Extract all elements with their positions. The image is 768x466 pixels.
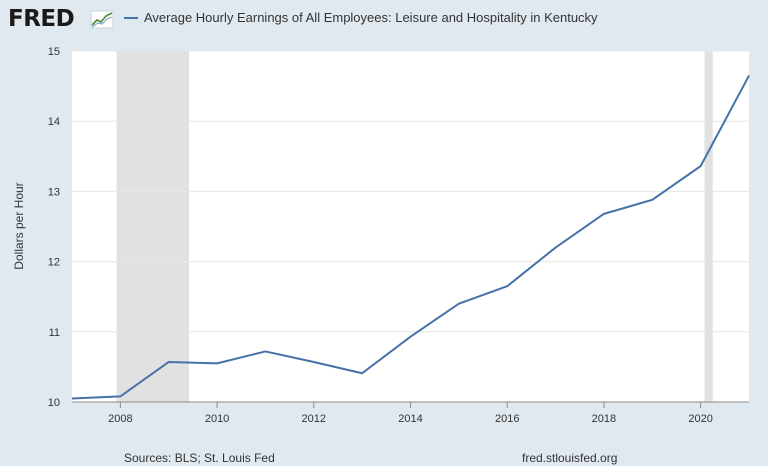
- chart-legend: Average Hourly Earnings of All Employees…: [124, 10, 598, 25]
- data-point-2019[interactable]: [649, 197, 655, 203]
- sources-note: Sources: BLS; St. Louis Fed: [124, 451, 275, 465]
- source-url[interactable]: fred.stlouisfed.org: [522, 451, 618, 465]
- x-tick-label-2008: 2008: [108, 413, 132, 425]
- x-tick-label-2020: 2020: [688, 413, 712, 425]
- series-layer: [69, 73, 752, 401]
- data-point-2013[interactable]: [359, 370, 365, 376]
- series-line-0[interactable]: [71, 75, 750, 400]
- recession-band-0: [116, 51, 190, 402]
- data-point-2007[interactable]: [69, 395, 75, 401]
- data-point-2016[interactable]: [504, 283, 510, 289]
- data-point-2014[interactable]: [408, 334, 414, 340]
- data-point-2018[interactable]: [601, 211, 607, 217]
- y-tick-label-15: 15: [48, 46, 60, 58]
- data-point-2011[interactable]: [262, 348, 268, 354]
- data-point-2021[interactable]: [746, 73, 752, 79]
- recession-bands: [116, 51, 713, 402]
- x-axis: 2008 2010 2012 2014 2016 2018 2020: [108, 402, 713, 425]
- y-tick-label-14: 14: [48, 116, 60, 128]
- x-tick-label-2018: 2018: [592, 413, 616, 425]
- data-point-2020[interactable]: [698, 163, 704, 169]
- x-tick-label-2016: 2016: [495, 413, 519, 425]
- data-point-2017[interactable]: [553, 245, 559, 251]
- y-tick-label-10: 10: [48, 397, 60, 409]
- y-tick-label-13: 13: [48, 186, 60, 198]
- data-point-2010[interactable]: [214, 360, 220, 366]
- trend-line-icon: [90, 10, 114, 29]
- x-tick-label-2014: 2014: [398, 413, 422, 425]
- x-tick-label-2010: 2010: [205, 413, 229, 425]
- chart-header: FRED Average Hourly Earnings of All Empl…: [0, 0, 768, 42]
- data-point-2008[interactable]: [117, 393, 123, 399]
- legend-swatch: [124, 16, 138, 19]
- data-point-2015[interactable]: [456, 301, 462, 307]
- y-axis-label: Dollars per Hour: [12, 182, 26, 269]
- x-tick-label-2012: 2012: [302, 413, 326, 425]
- fred-logo[interactable]: FRED: [8, 6, 75, 32]
- data-point-2012[interactable]: [311, 359, 317, 365]
- y-tick-label-11: 11: [49, 327, 60, 339]
- y-axis: 10 11 12 13 14 15: [48, 46, 60, 409]
- y-tick-label-12: 12: [48, 257, 60, 269]
- recession-band-1: [704, 51, 713, 402]
- data-point-2009[interactable]: [166, 359, 172, 365]
- legend-label[interactable]: Average Hourly Earnings of All Employees…: [144, 10, 598, 25]
